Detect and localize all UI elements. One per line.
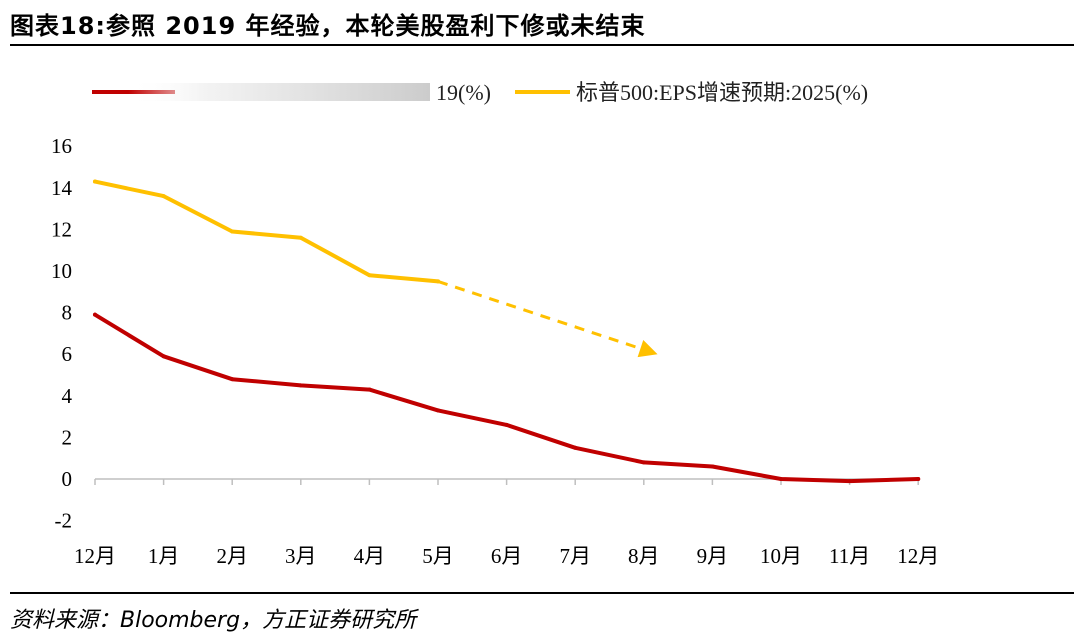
data-point-yellow xyxy=(298,235,303,240)
y-tick-label: 8 xyxy=(62,301,73,325)
y-tick-label: 16 xyxy=(51,134,72,158)
data-point-red xyxy=(916,477,921,481)
data-point-red xyxy=(847,479,852,484)
y-tick-label: 4 xyxy=(62,384,73,408)
data-point-yellow xyxy=(230,229,235,234)
x-tick-label: 8月 xyxy=(628,544,660,568)
x-tick-label: 10月 xyxy=(760,544,802,568)
x-tick-label: 12月 xyxy=(897,544,939,568)
y-tick-label: 10 xyxy=(51,259,72,283)
data-point-red xyxy=(504,422,509,427)
figure-title: 图表18:参照 2019 年经验，本轮美股盈利下修或未结束 xyxy=(10,12,646,40)
x-tick-label: 2月 xyxy=(216,544,248,568)
data-point-red xyxy=(93,312,97,317)
data-point-red xyxy=(641,460,646,465)
data-point-yellow xyxy=(367,273,372,278)
y-tick-label: 12 xyxy=(51,217,72,241)
top-rule xyxy=(10,44,1074,46)
legend-label-red: 19(%) xyxy=(436,80,491,105)
data-point-red xyxy=(298,383,303,388)
series-line-yellow xyxy=(93,179,440,284)
data-point-red xyxy=(367,387,372,392)
x-tick-label: 3月 xyxy=(285,544,317,568)
x-tick-label: 9月 xyxy=(697,544,729,568)
y-tick-label: 14 xyxy=(51,176,73,200)
data-point-red xyxy=(436,408,440,413)
data-point-red xyxy=(710,464,715,469)
data-point-red xyxy=(230,377,235,382)
x-tick-label: 1月 xyxy=(148,544,180,568)
series-line-red xyxy=(93,312,921,484)
bottom-rule xyxy=(10,592,1074,594)
y-tick-label: 2 xyxy=(62,425,73,449)
x-tick-label: 12月 xyxy=(74,544,116,568)
legend-label-yellow: 标普500:EPS增速预期:2025(%) xyxy=(576,80,868,105)
y-tick-label: 6 xyxy=(62,342,73,366)
projection-arrow-line xyxy=(437,279,641,350)
x-tick-label: 4月 xyxy=(354,544,386,568)
data-point-red xyxy=(573,445,578,450)
x-tick-label: 6月 xyxy=(491,544,523,568)
x-tick-label: 11月 xyxy=(829,544,870,568)
legend-obscured-region xyxy=(128,83,430,101)
x-tick-label: 5月 xyxy=(422,544,454,568)
y-tick-label: 0 xyxy=(62,467,73,491)
source-note: 资料来源：Bloomberg，方正证券研究所 xyxy=(10,608,417,633)
projection-arrow-head xyxy=(637,339,658,358)
data-point-yellow xyxy=(93,179,97,184)
chart-legend: 19(%) 标普500:EPS增速预期:2025(%) xyxy=(92,80,868,105)
y-tick-label: -2 xyxy=(55,509,73,533)
data-point-red xyxy=(161,354,166,359)
data-point-red xyxy=(779,477,783,481)
data-point-yellow xyxy=(161,194,166,199)
x-tick-label: 7月 xyxy=(559,544,591,568)
